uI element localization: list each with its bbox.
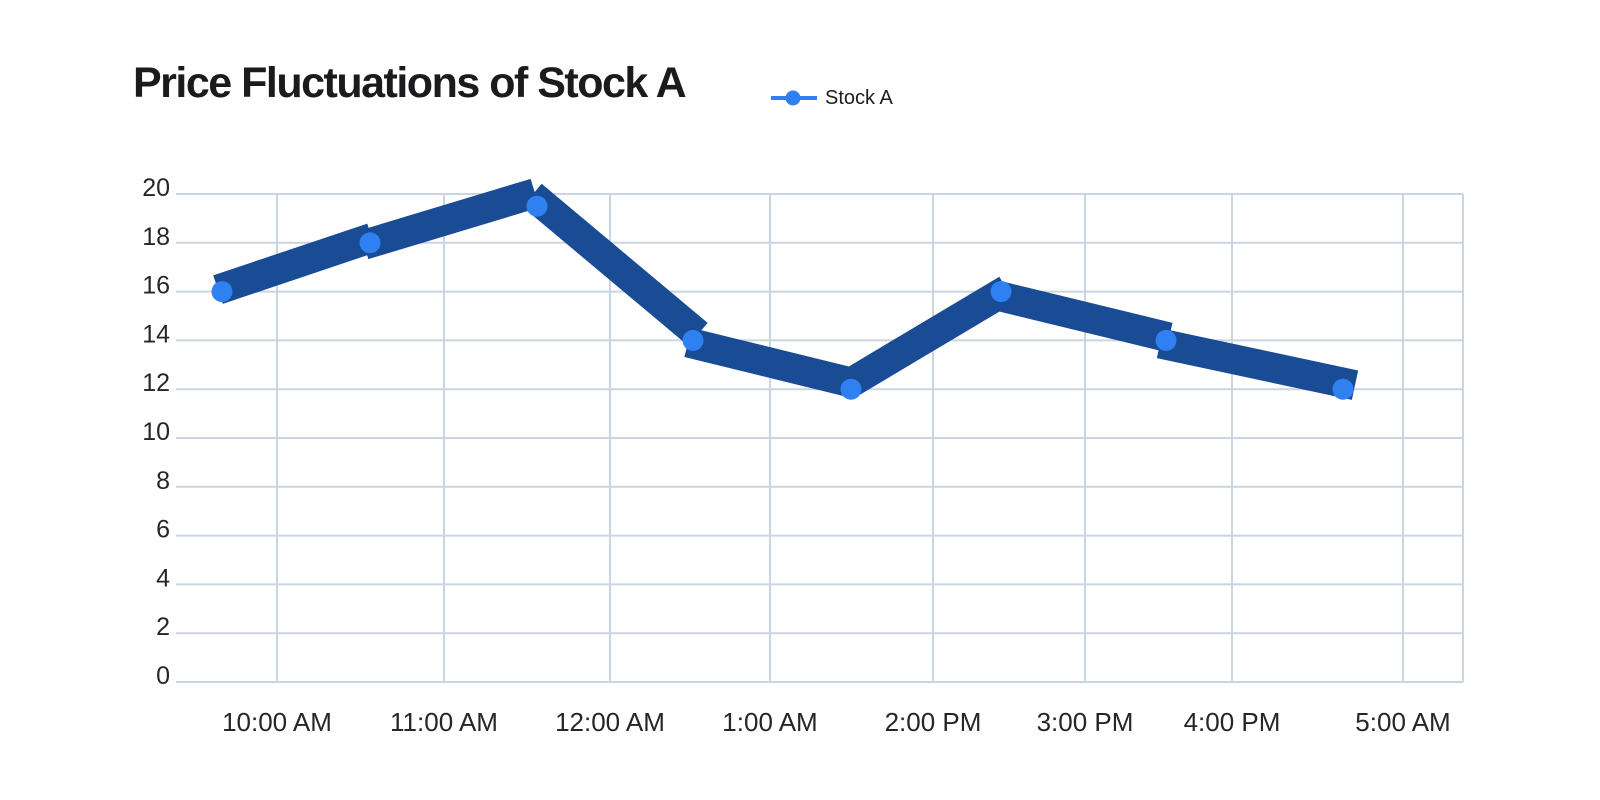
y-tick-label: 12 <box>142 369 170 397</box>
x-tick-label: 4:00 PM <box>1184 707 1281 737</box>
y-tick-label: 16 <box>142 272 170 300</box>
series-line-segment <box>837 276 1015 400</box>
y-tick-label: 20 <box>142 174 170 202</box>
series-line-segment <box>213 223 377 304</box>
data-point-dot[interactable] <box>990 281 1012 303</box>
data-point-dot[interactable] <box>359 232 381 254</box>
y-tick-label: 18 <box>142 223 170 251</box>
legend-line-marker-icon <box>771 89 817 107</box>
series-line-segment <box>1156 328 1359 400</box>
y-tick-label: 0 <box>156 662 170 690</box>
x-tick-label: 1:00 AM <box>722 707 817 737</box>
x-tick-label: 2:00 PM <box>885 707 982 737</box>
y-tick-label: 10 <box>142 418 170 446</box>
x-tick-label: 11:00 AM <box>390 707 498 737</box>
legend[interactable]: Stock A <box>771 84 893 112</box>
chart-title: Price Fluctuations of Stock A <box>133 59 687 107</box>
y-tick-label: 8 <box>156 467 170 495</box>
data-point-dot[interactable] <box>1332 378 1354 400</box>
x-tick-label: 12:00 AM <box>555 707 665 737</box>
y-tick-label: 4 <box>156 564 170 592</box>
y-tick-label: 14 <box>142 320 170 348</box>
data-point-dot[interactable] <box>682 329 704 351</box>
series-line-segment <box>993 281 1173 352</box>
series-line-segment <box>359 178 540 260</box>
data-point-dot[interactable] <box>1155 329 1177 351</box>
y-tick-label: 2 <box>156 613 170 641</box>
x-tick-label: 3:00 PM <box>1037 707 1134 737</box>
x-tick-label: 5:00 AM <box>1355 707 1450 737</box>
series-line-segment <box>684 327 858 398</box>
data-point-dot[interactable] <box>526 195 548 217</box>
data-point-dot[interactable] <box>840 378 862 400</box>
data-point-dot[interactable] <box>211 281 233 303</box>
series-line-segment <box>522 183 708 346</box>
x-tick-label: 10:00 AM <box>222 707 332 737</box>
y-tick-label: 6 <box>156 516 170 544</box>
legend-label: Stock A <box>825 86 893 109</box>
